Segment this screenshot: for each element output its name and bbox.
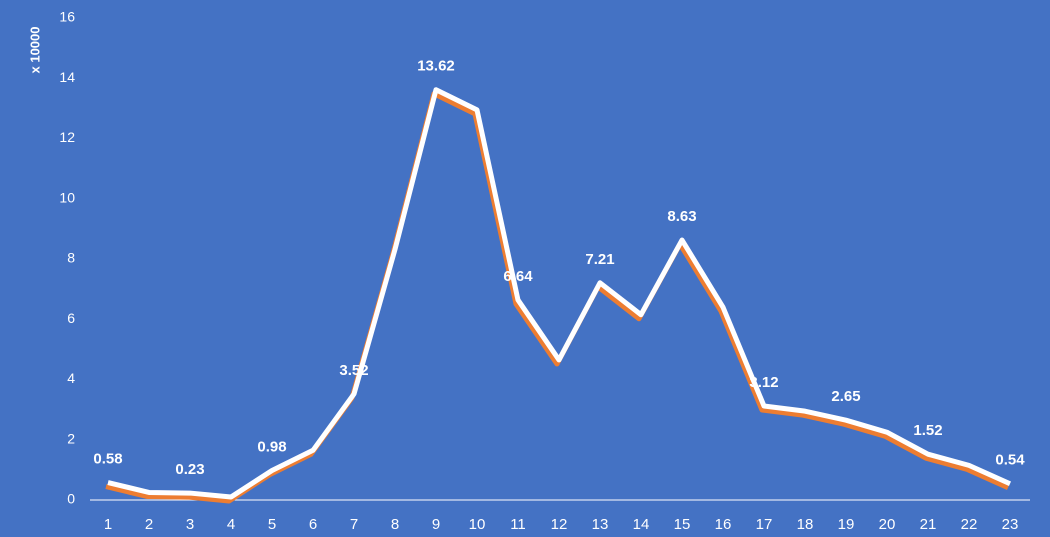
x-tick-label: 19 [838, 516, 855, 533]
x-tick-label: 4 [227, 516, 235, 533]
data-label: 0.58 [93, 450, 122, 467]
data-label: 13.62 [417, 58, 455, 75]
x-tick-label: 3 [186, 516, 194, 533]
data-label: 0.54 [995, 452, 1025, 469]
x-tick-label: 5 [268, 516, 276, 533]
x-tick-label: 1 [104, 516, 112, 533]
x-tick-label: 22 [961, 516, 978, 533]
y-tick-label: 8 [67, 250, 75, 266]
y-tick-label: 2 [67, 430, 75, 446]
x-tick-label: 18 [797, 516, 814, 533]
x-tick-label: 12 [551, 516, 568, 533]
data-label: 6.64 [503, 268, 533, 285]
x-tick-label: 14 [633, 516, 650, 533]
y-tick-label: 0 [67, 491, 75, 507]
x-tick-label: 20 [879, 516, 896, 533]
data-label: 0.98 [257, 438, 286, 455]
y-tick-label: 10 [59, 189, 75, 205]
data-label: 8.63 [667, 208, 696, 225]
x-tick-label: 21 [920, 516, 937, 533]
data-label: 7.21 [585, 251, 614, 268]
x-tick-label: 9 [432, 516, 440, 533]
data-label: 0.23 [175, 461, 204, 478]
data-label: 1.52 [913, 422, 942, 439]
y-tick-label: 14 [59, 69, 75, 85]
data-label: 3.52 [339, 362, 368, 379]
y-tick-label: 12 [59, 129, 75, 145]
x-tick-label: 13 [592, 516, 609, 533]
x-tick-label: 15 [674, 516, 691, 533]
x-tick-label: 6 [309, 516, 317, 533]
x-tick-label: 2 [145, 516, 153, 533]
y-tick-label: 4 [67, 370, 75, 386]
y-axis-label: x 10000 [27, 27, 42, 74]
data-label: 2.65 [831, 388, 860, 405]
x-tick-label: 8 [391, 516, 399, 533]
x-tick-label: 7 [350, 516, 358, 533]
x-tick-label: 16 [715, 516, 732, 533]
x-tick-label: 23 [1002, 516, 1019, 533]
x-tick-label: 17 [756, 516, 773, 533]
y-tick-label: 6 [67, 310, 75, 326]
x-tick-label: 10 [469, 516, 486, 533]
data-label: 3.12 [749, 374, 778, 391]
y-tick-label: 16 [59, 9, 75, 25]
line [107, 87, 1012, 500]
x-tick-label: 11 [510, 516, 526, 533]
